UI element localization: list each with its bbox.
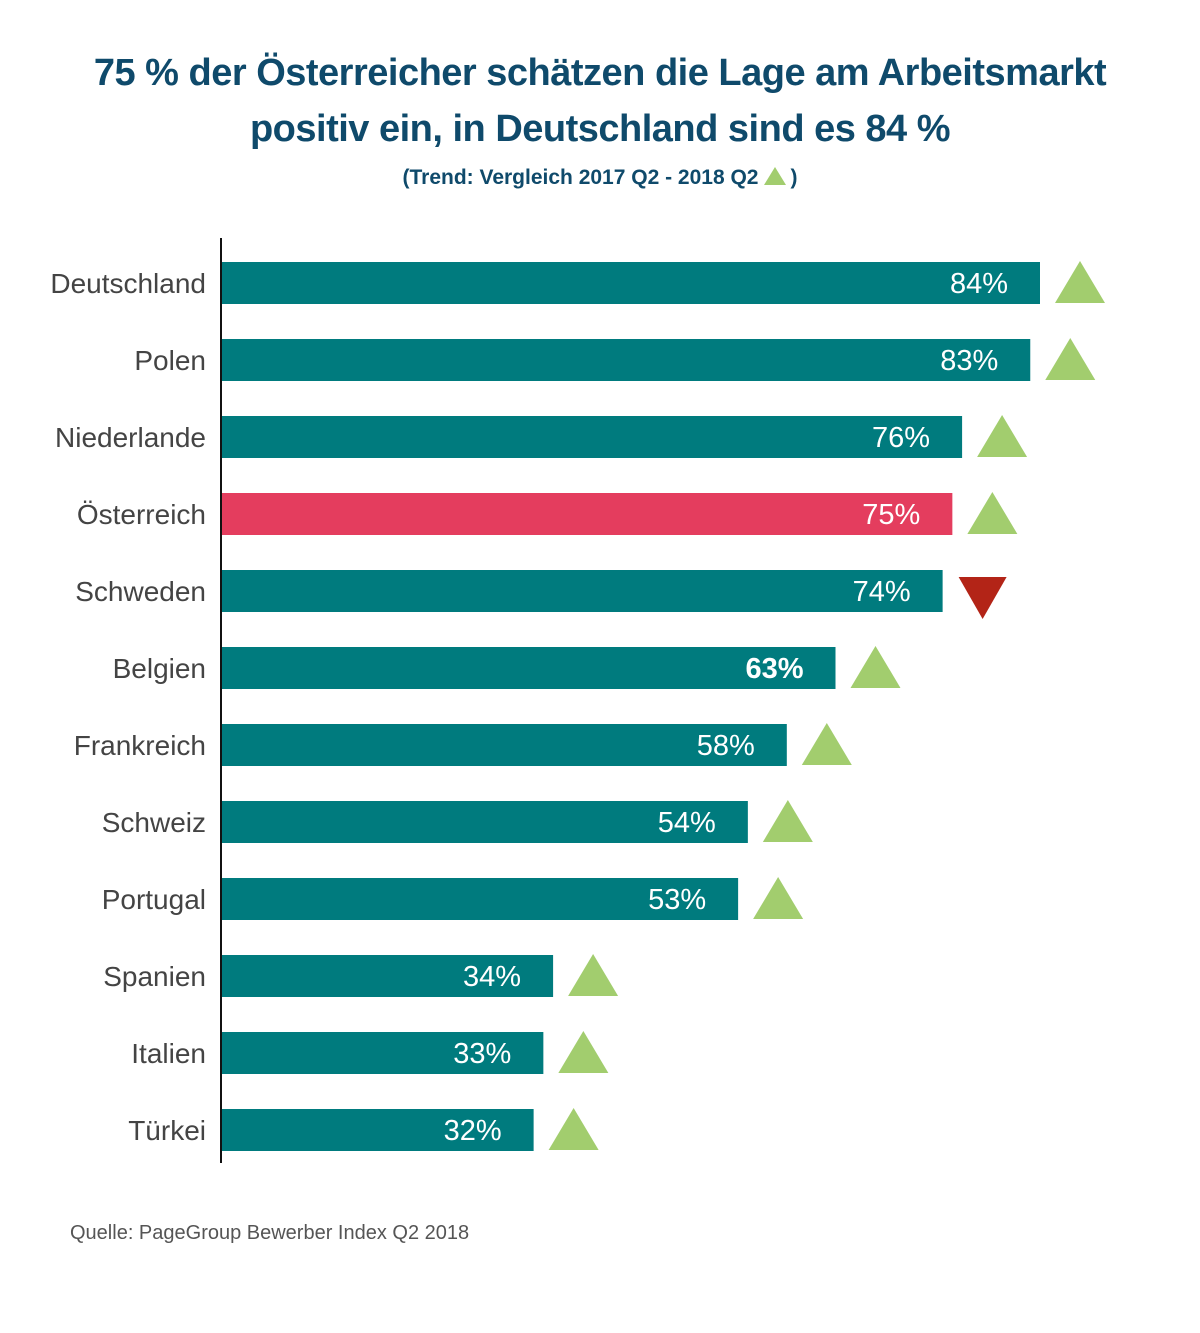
trend-up-icon xyxy=(850,646,901,688)
bar xyxy=(222,262,1040,304)
category-label: Türkei xyxy=(128,1115,206,1146)
category-label: Österreich xyxy=(77,499,206,530)
trend-up-icon xyxy=(568,954,619,996)
category-label: Frankreich xyxy=(74,730,206,761)
chart-title-line-1: 75 % der Österreicher schätzen die Lage … xyxy=(93,52,1107,94)
trend-up-icon xyxy=(1055,261,1105,303)
trend-up-icon xyxy=(548,1108,599,1150)
value-label: 32% xyxy=(444,1115,502,1147)
trend-up-icon xyxy=(753,877,804,919)
bar xyxy=(222,1032,544,1074)
value-label: 74% xyxy=(853,576,911,608)
source-note: Quelle: PageGroup Bewerber Index Q2 2018 xyxy=(70,1222,470,1244)
bar xyxy=(222,955,554,997)
trend-up-icon xyxy=(762,800,813,842)
subtitle-close: ) xyxy=(790,166,798,189)
trend-up-icon xyxy=(801,723,852,765)
value-label: 34% xyxy=(463,961,521,993)
bar xyxy=(222,570,943,612)
chart-title-line-2: positiv ein, in Deutschland sind es 84 % xyxy=(249,108,951,150)
trend-up-icon xyxy=(558,1031,609,1073)
trend-up-legend-icon xyxy=(763,167,786,185)
subtitle-text: (Trend: Vergleich 2017 Q2 - 2018 Q2 xyxy=(402,166,759,189)
bar xyxy=(222,493,953,535)
chart-subtitle: (Trend: Vergleich 2017 Q2 - 2018 Q2) xyxy=(0,164,1200,192)
bar xyxy=(222,647,836,689)
bar xyxy=(222,1109,534,1151)
category-label: Polen xyxy=(134,345,206,376)
trend-up-icon xyxy=(977,415,1028,457)
category-label: Schweiz xyxy=(102,807,206,838)
value-label: 75% xyxy=(862,499,920,531)
bar xyxy=(222,416,963,458)
category-label: Schweden xyxy=(75,576,206,607)
value-label: 58% xyxy=(697,730,755,762)
value-label: 63% xyxy=(745,653,803,685)
value-label: 84% xyxy=(950,268,1008,300)
trend-up-icon xyxy=(967,492,1018,534)
bar xyxy=(222,878,739,920)
value-label: 83% xyxy=(940,345,998,377)
value-label: 54% xyxy=(658,807,716,839)
value-label: 53% xyxy=(648,884,706,916)
category-label: Deutschland xyxy=(50,268,206,299)
trend-up-icon xyxy=(1045,338,1096,380)
value-label: 76% xyxy=(872,422,930,454)
category-label: Belgien xyxy=(113,653,206,684)
category-label: Spanien xyxy=(103,961,206,992)
category-label: Niederlande xyxy=(55,422,206,453)
bar xyxy=(222,724,787,766)
category-label: Italien xyxy=(131,1038,206,1069)
bar xyxy=(222,801,748,843)
trend-down-icon xyxy=(958,577,1007,619)
bar xyxy=(222,339,1031,381)
category-label: Portugal xyxy=(102,884,206,915)
value-label: 33% xyxy=(453,1038,511,1070)
